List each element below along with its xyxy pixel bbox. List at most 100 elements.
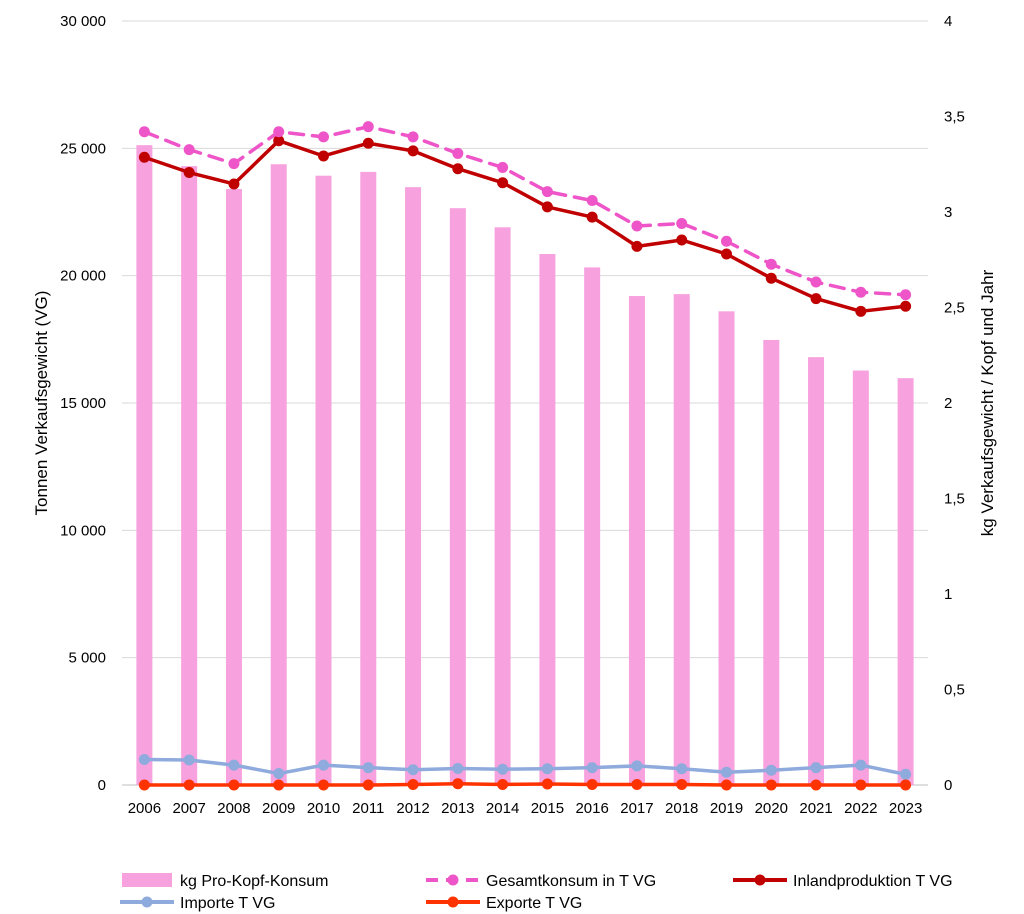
bar [628,296,645,785]
x-axis-tick-label: 2016 [575,800,608,817]
legend-item-gesamtkonsum: Gesamtkonsum in T VG [426,873,656,890]
data-point [407,145,419,157]
data-point [138,754,150,766]
left-axis-title: Tonnen Verkaufsgewicht (VG) [32,291,51,516]
x-axis-tick-label: 2010 [307,800,340,817]
x-axis-tick-label: 2014 [486,800,519,817]
series-line [142,781,908,787]
bar [539,254,556,785]
data-point [900,768,912,780]
data-point [631,778,643,790]
left-axis-tick-label: 25 000 [60,140,106,157]
data-point [586,762,598,774]
x-axis-tick-label: 2020 [755,800,788,817]
data-point [855,759,867,771]
data-point [452,762,464,774]
legend-swatch-marker [447,874,459,886]
x-axis-tick-label: 2009 [262,800,295,817]
legend-item-bars: kg Pro-Kopf-Konsum [122,873,329,890]
data-point [765,779,777,791]
bar [449,208,466,785]
data-point [676,217,688,229]
data-point [318,779,329,791]
legend-swatch-marker [754,874,766,886]
x-axis-tick-label: 2006 [128,800,161,817]
data-point [228,779,240,791]
legend-swatch-marker [141,896,153,908]
data-point [541,186,553,198]
series-line [142,138,908,314]
data-point [452,778,464,790]
bar-series [136,145,914,786]
data-point [183,144,195,156]
right-axis-tick-label: 1,5 [944,491,965,508]
data-point [318,759,329,771]
data-point [765,764,777,776]
data-point [318,131,329,143]
data-point [900,300,912,312]
gridlines [122,20,928,786]
data-point [183,779,195,791]
x-axis-tick-label: 2023 [889,800,922,817]
legend-label: Inlandproduktion T VG [793,873,953,890]
bar [494,227,511,785]
data-point [183,167,195,179]
x-axis-tick-label: 2015 [531,800,564,817]
right-axis-ticks: 0 0,5 1 1,5 2 2,5 3 3,5 4 [944,13,965,794]
bar [763,339,780,785]
x-axis-tick-label: 2007 [172,800,205,817]
data-point [631,760,643,772]
right-axis-tick-label: 3 [944,204,952,221]
bar [315,175,332,785]
bar [718,311,735,785]
x-axis-ticks: 2006 2007 2008 2009 2010 2011 2012 2013 2014 2015… [128,800,923,817]
data-point [631,220,643,232]
data-point [721,779,732,791]
data-point [362,121,374,133]
data-point [900,289,912,301]
data-point [497,763,509,775]
data-point [541,778,553,790]
data-point [183,754,195,766]
data-point [407,764,419,776]
x-axis-tick-label: 2008 [217,800,250,817]
legend-label: kg Pro-Kopf-Konsum [180,873,329,890]
legend-swatch-bar [122,873,172,887]
line-series [138,121,912,791]
data-point [452,163,464,175]
series-line [142,124,908,297]
left-axis-tick-label: 10 000 [60,522,106,539]
legend-label: Exporte T VG [486,895,582,912]
data-point [273,135,285,147]
data-point [810,293,822,305]
right-axis-tick-label: 1 [944,586,952,603]
series-line [142,757,908,777]
left-axis-tick-label: 0 [98,777,106,794]
data-point [541,201,553,213]
legend-item-importe: Importe T VG [120,895,275,912]
data-point [362,137,374,149]
bar [360,171,377,785]
bar [808,357,825,785]
data-point [586,778,598,790]
x-axis-tick-label: 2012 [396,800,429,817]
right-axis-tick-label: 0 [944,777,952,794]
data-point [721,248,732,260]
data-point [138,779,150,791]
legend-item-exporte: Exporte T VG [426,895,582,912]
data-point [362,762,374,774]
bar [270,164,287,785]
data-point [273,768,285,780]
x-axis-tick-label: 2021 [799,800,832,817]
bar [225,189,242,785]
bar [673,294,690,785]
data-point [900,779,912,791]
data-point [273,779,285,791]
data-point [586,211,598,223]
data-point [273,126,285,138]
data-point [810,276,822,288]
data-point [855,779,867,791]
data-point [228,158,240,170]
data-point [810,762,822,774]
